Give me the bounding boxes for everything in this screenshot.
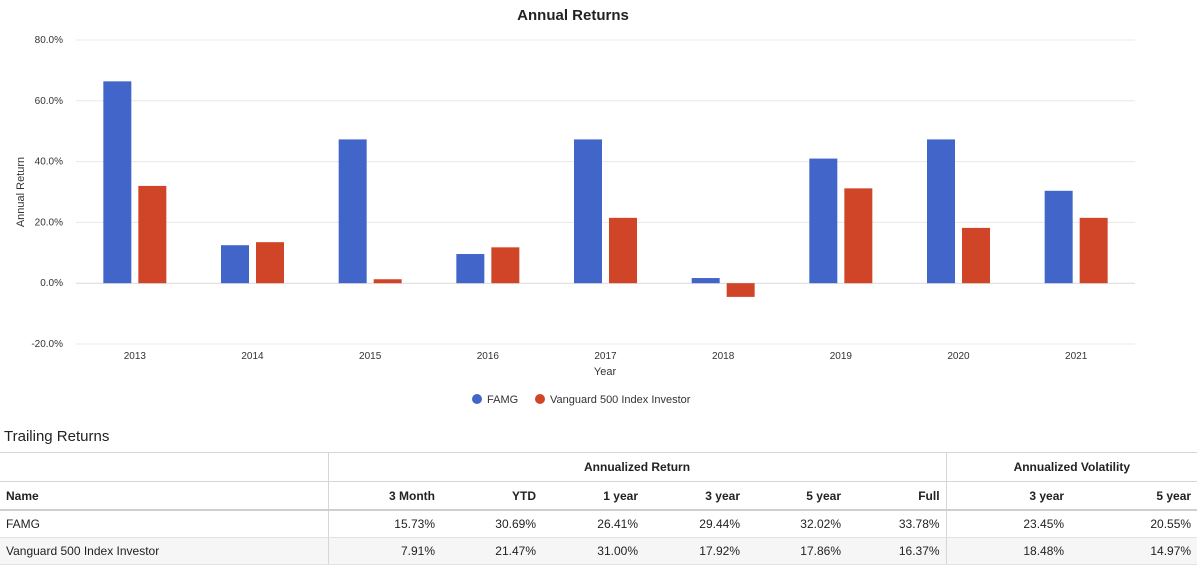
row-name: Vanguard 500 Index Investor [0,537,328,565]
y-tick-label: 40.0% [35,157,63,168]
table-cell: 7.91% [327,537,441,565]
annual-returns-chart: Annual Returns 80.0% 60.0% 40.0% 20.0% 0.0% -2… [15,7,1135,406]
x-axis-title: Year [594,366,617,378]
table-cell: 23.45% [945,510,1071,538]
bar-vanguard-2015 [373,279,402,284]
table-cell: 30.69% [441,510,542,538]
x-tick-label: 2021 [1065,351,1088,362]
x-tick-label: 2019 [830,351,853,362]
bar-famg-2018 [691,278,720,284]
y-tick-label: 60.0% [35,96,63,107]
bar-famg-2016 [456,254,485,284]
x-tick-label: 2013 [124,351,147,362]
column-header-3-year: 3 year [644,481,746,511]
bar-vanguard-2017 [609,217,637,284]
bar-famg-2021 [1044,190,1073,284]
bar-vanguard-2020 [962,227,990,284]
x-tick-label: 2014 [241,351,264,362]
table-cell: 14.97% [1070,537,1198,565]
legend-marker-famg [472,394,482,404]
column-header-vol-3-year: 3 year [945,481,1071,511]
column-header-5-year: 5 year [746,481,847,511]
table-cell: 31.00% [542,537,644,565]
group-header-annualized-return: Annualized Return [327,452,947,482]
y-tick-label: 80.0% [35,35,63,46]
table-cell: 16.37% [847,537,947,565]
y-tick-label: 0.0% [40,278,63,289]
y-axis-title: Annual Return [15,157,27,227]
table-cell: 26.41% [542,510,644,538]
column-header-vol-5-year: 5 year [1070,481,1198,511]
table-cell: 15.73% [327,510,441,538]
table-cell: 32.02% [746,510,847,538]
bar-famg-2019 [809,158,838,284]
legend-label-famg: FAMG [487,394,518,406]
table-cell: 29.44% [644,510,746,538]
bar-famg-2015 [338,139,367,284]
table-header-row: Name 3 Month YTD 1 year 3 year 5 year Fu… [0,481,1198,511]
table-cell: 33.78% [847,510,947,538]
group-header-blank [0,452,328,482]
column-header-full: Full [847,481,947,511]
x-tick-label: 2017 [594,351,617,362]
legend-label-vanguard: Vanguard 500 Index Investor [550,394,691,406]
chart-svg: Annual Returns 80.0% 60.0% 40.0% 20.0% 0.0% -2… [15,7,1135,406]
table-row: FAMG 15.73% 30.69% 26.41% 29.44% 32.02% … [0,510,1198,538]
table-row: Vanguard 500 Index Investor 7.91% 21.47%… [0,537,1198,565]
bar-vanguard-2013 [138,185,167,284]
bar-vanguard-2014 [256,242,284,284]
table-cell: 20.55% [1070,510,1198,538]
table-cell: 18.48% [945,537,1071,565]
y-tick-label: 20.0% [35,217,63,228]
column-header-1-year: 1 year [542,481,644,511]
bar-famg-2014 [221,245,249,284]
trailing-returns-table: Annualized Return Annualized Volatility … [0,452,1198,565]
bar-vanguard-2016 [491,247,520,284]
table-group-header-row: Annualized Return Annualized Volatility [0,452,1198,482]
row-name: FAMG [0,510,328,538]
x-tick-label: 2015 [359,351,382,362]
group-header-annualized-volatility: Annualized Volatility [945,452,1198,482]
trailing-returns-title: Trailing Returns [4,428,110,445]
x-tick-label: 2016 [477,351,500,362]
column-header-ytd: YTD [441,481,542,511]
column-header-3-month: 3 Month [327,481,441,511]
bar-famg-2020 [927,139,955,284]
chart-title: Annual Returns [517,7,629,24]
table-cell: 17.86% [746,537,847,565]
bar-vanguard-2019 [844,188,873,284]
table-cell: 17.92% [644,537,746,565]
x-tick-label: 2018 [712,351,735,362]
bar-vanguard-2018 [726,283,755,297]
legend-marker-vanguard [535,394,545,404]
column-header-name: Name [0,481,328,511]
y-tick-label: -20.0% [31,339,63,350]
bar-famg-2017 [574,139,602,284]
bar-vanguard-2021 [1079,217,1108,284]
table-cell: 21.47% [441,537,542,565]
x-tick-label: 2020 [947,351,970,362]
bar-famg-2013 [103,81,132,284]
